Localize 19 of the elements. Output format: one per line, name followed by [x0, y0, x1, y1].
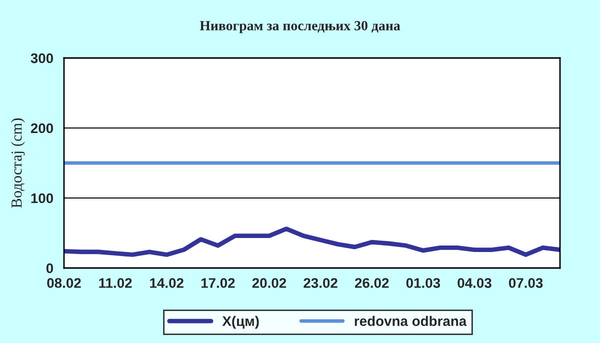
legend-label: redovna odbrana	[354, 316, 467, 326]
x-tick-label: 17.02	[201, 278, 235, 288]
y-axis-title: Водостај (cm)	[11, 118, 25, 208]
y-tick-label: 0	[46, 263, 54, 274]
x-tick-label: 04.03	[458, 278, 492, 288]
x-tick-label: 08.02	[47, 278, 81, 288]
legend-label: X(цм)	[222, 316, 259, 329]
chart-title: Нивограм за последњих 30 дана	[200, 20, 400, 34]
x-tick-label: 07.03	[508, 278, 543, 288]
x-tick-label: 20.02	[252, 278, 286, 288]
y-tick-label: 300	[30, 53, 54, 64]
y-tick-label: 200	[30, 123, 54, 134]
x-tick-label: 01.03	[406, 278, 440, 288]
x-tick-label: 14.02	[150, 278, 184, 288]
x-tick-label: 11.02	[99, 278, 132, 288]
x-tick-label: 26.02	[354, 278, 389, 288]
y-tick-label: 100	[31, 193, 54, 204]
line-series	[64, 226, 560, 257]
x-tick-label: 23.02	[304, 278, 338, 288]
